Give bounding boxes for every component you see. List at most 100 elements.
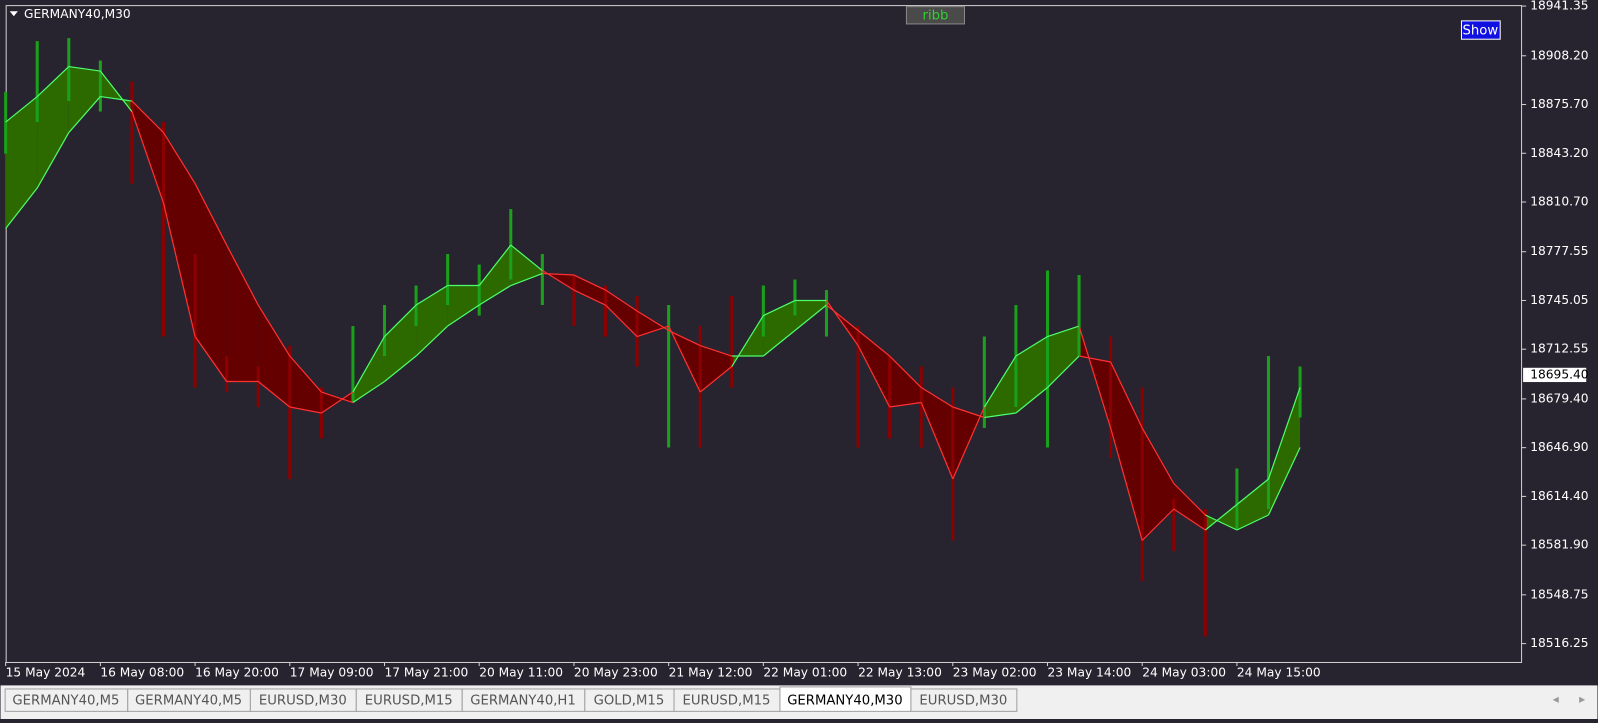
- fast-line: [99, 70, 133, 112]
- tab-label[interactable]: GERMANY40,H1: [470, 694, 576, 709]
- price-bar: [730, 296, 734, 388]
- tab-label[interactable]: GERMANY40,M5: [135, 694, 242, 709]
- fast-line: [889, 401, 922, 408]
- price-bar: [67, 38, 71, 102]
- fast-line: [415, 285, 448, 306]
- tab-label[interactable]: EURUSD,M30: [919, 694, 1007, 709]
- ribbon-band: [1236, 479, 1269, 530]
- slow-line: [794, 304, 827, 332]
- ribbon-band: [700, 345, 732, 393]
- fast-line: [857, 345, 891, 408]
- tab-label[interactable]: GERMANY40,M5: [12, 694, 119, 709]
- ribbon-band: [1142, 428, 1174, 541]
- ribbon-band: [605, 290, 638, 337]
- ribbon-band: [416, 285, 448, 357]
- fast-line: [983, 355, 1017, 408]
- x-tick-label: 24 May 15:00: [1237, 666, 1321, 680]
- collapse-icon[interactable]: [9, 11, 18, 17]
- slow-line: [1236, 514, 1269, 531]
- scroll-left[interactable]: ◂: [1553, 692, 1560, 706]
- fast-line: [352, 336, 386, 393]
- y-tick-label: 18908.20: [1530, 48, 1588, 62]
- ribbon-band: [195, 183, 227, 382]
- x-tick-label: 20 May 23:00: [574, 666, 658, 680]
- price-bar: [919, 366, 923, 448]
- fast-line: [825, 300, 859, 346]
- slow-line: [573, 274, 606, 291]
- x-tick-label: 17 May 21:00: [385, 666, 469, 680]
- fast-line: [257, 381, 291, 408]
- slow-line: [162, 132, 196, 184]
- price-bar: [540, 254, 544, 306]
- slow-line: [1047, 355, 1080, 388]
- tab[interactable]: [779, 686, 912, 712]
- price-bar: [793, 279, 797, 316]
- y-tick-label: 18581.90: [1530, 538, 1588, 552]
- fast-line: [321, 391, 354, 414]
- price-bar: [1045, 270, 1050, 448]
- fast-line: [1047, 325, 1080, 338]
- tab-label[interactable]: EURUSD,M15: [365, 694, 453, 709]
- show-button-label[interactable]: Show: [1462, 24, 1498, 39]
- tab-label[interactable]: EURUSD,M30: [259, 694, 347, 709]
- ribbon-band: [163, 132, 196, 337]
- fast-line: [1110, 427, 1143, 541]
- x-tick-label: 20 May 11:00: [479, 666, 563, 680]
- slow-line: [415, 325, 449, 357]
- ribbon-band: [1268, 387, 1301, 515]
- slow-line: [668, 329, 701, 347]
- show-button[interactable]: [1460, 20, 1501, 40]
- fast-line: [1267, 387, 1301, 480]
- price-bar: [698, 326, 702, 448]
- x-tick-label: 22 May 01:00: [763, 666, 847, 680]
- price-bar: [1109, 336, 1113, 459]
- slow-line: [1205, 514, 1238, 531]
- price-bar: [446, 254, 450, 306]
- fast-line: [668, 325, 701, 393]
- tab[interactable]: [910, 688, 1018, 712]
- price-bar: [288, 345, 292, 480]
- price-bar: [382, 305, 387, 357]
- fast-line: [1204, 504, 1238, 531]
- price-bar: [1140, 387, 1144, 581]
- fast-line: [289, 406, 322, 414]
- y-tick-label: 18548.75: [1530, 587, 1588, 601]
- ribbon-band: [794, 300, 827, 331]
- y-tick-label: 18646.90: [1530, 440, 1588, 454]
- ribbon-band: [889, 356, 922, 408]
- price-bar: [35, 41, 39, 123]
- x-tick-label: 24 May 03:00: [1142, 666, 1226, 680]
- price-bar: [824, 290, 829, 337]
- tab-label[interactable]: EURUSD,M15: [683, 694, 771, 709]
- x-tick-label: 23 May 02:00: [953, 666, 1037, 680]
- tab-label[interactable]: GOLD,M15: [594, 694, 665, 709]
- ribb-button-label[interactable]: ribb: [923, 8, 949, 23]
- slow-line: [857, 330, 891, 357]
- ribbon-band: [763, 300, 795, 357]
- slow-line: [384, 355, 417, 382]
- tab-label[interactable]: GERMANY40,M30: [787, 694, 902, 709]
- price-bar: [477, 264, 481, 316]
- price-bar: [667, 305, 671, 448]
- scroll-right[interactable]: ▸: [1579, 692, 1586, 706]
- price-bar: [130, 81, 134, 184]
- slow-line: [257, 304, 291, 357]
- price-bar: [1235, 468, 1239, 530]
- fast-line: [5, 96, 38, 123]
- slow-line: [68, 96, 101, 133]
- y-tick-label: 18843.20: [1530, 146, 1588, 160]
- price-bar: [572, 275, 576, 327]
- fast-line: [573, 289, 606, 306]
- fast-line: [194, 336, 228, 382]
- slow-line: [131, 100, 164, 134]
- ribb-button[interactable]: [905, 6, 966, 25]
- slow-line: [920, 387, 954, 408]
- last-price-label: 18695.40: [1530, 367, 1588, 381]
- fast-line: [68, 65, 101, 72]
- slow-line: [5, 187, 38, 229]
- slow-line: [826, 304, 859, 332]
- fast-line: [510, 244, 543, 272]
- ribbon-band: [226, 245, 259, 382]
